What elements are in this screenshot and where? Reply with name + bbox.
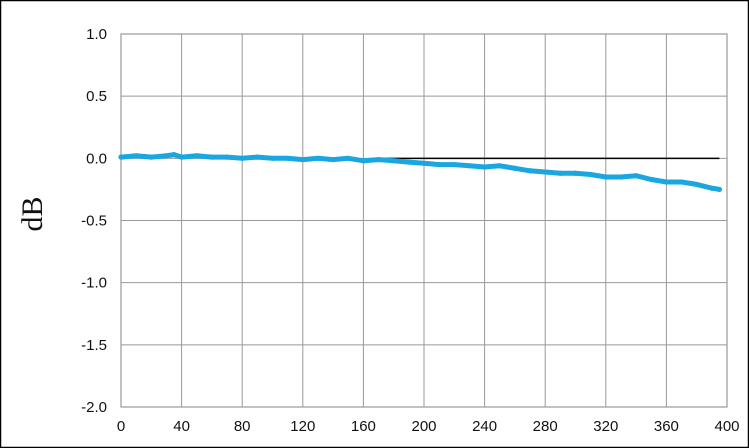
data-point [603, 174, 609, 180]
data-point [716, 186, 723, 193]
data-point [148, 154, 154, 160]
data-point [572, 170, 579, 176]
x-tick-label: 320 [593, 418, 618, 435]
data-point [345, 155, 351, 161]
data-point [285, 155, 291, 161]
data-point [360, 158, 366, 164]
data-point [663, 179, 670, 185]
data-point [466, 163, 473, 169]
y-tick-label: 1.0 [86, 26, 107, 43]
data-point [163, 153, 170, 159]
data-point [330, 156, 336, 163]
data-point [194, 153, 200, 159]
data-point [482, 164, 488, 170]
data-point [678, 179, 685, 185]
data-point [588, 171, 594, 178]
x-tick-label: 280 [533, 418, 558, 435]
y-tick-label: -1.0 [81, 275, 107, 292]
data-point [171, 152, 177, 158]
data-point [542, 169, 548, 175]
series-layer [118, 152, 723, 193]
data-point [179, 154, 185, 160]
tick-labels: 0 40 80 120 160 200 240 280 320 360 400 1.0 0.5 0.0 -0… [81, 26, 739, 435]
data-point [527, 168, 533, 174]
data-point [300, 156, 306, 163]
y-axis-label: dB [16, 196, 49, 231]
x-tick-label: 400 [714, 418, 739, 435]
y-tick-label: -0.5 [81, 213, 107, 230]
data-point [648, 176, 654, 183]
data-point [254, 154, 260, 160]
data-point [133, 153, 139, 159]
data-point [633, 173, 639, 179]
x-tick-label: 240 [472, 418, 497, 435]
data-point [618, 174, 624, 180]
data-point [315, 155, 321, 161]
data-point [709, 185, 715, 191]
x-tick-label: 80 [234, 418, 251, 435]
data-point [391, 158, 397, 164]
data-point [512, 165, 518, 171]
data-point [406, 159, 412, 165]
data-point [421, 160, 427, 166]
data-point [239, 155, 245, 161]
data-point [224, 154, 230, 160]
x-tick-label: 360 [654, 418, 679, 435]
data-point [557, 170, 563, 176]
x-tick-label: 120 [290, 418, 315, 435]
y-tick-label: 0.5 [86, 88, 107, 105]
x-tick-label: 160 [351, 418, 376, 435]
y-tick-label: 0.0 [86, 150, 107, 167]
data-point [497, 163, 503, 169]
data-point [451, 161, 457, 168]
x-tick-label: 40 [173, 418, 190, 435]
x-tick-label: 0 [117, 418, 125, 435]
y-tick-label: -2.0 [81, 399, 107, 416]
data-point [694, 181, 700, 188]
y-tick-label: -1.5 [81, 337, 107, 354]
x-tick-label: 200 [411, 418, 436, 435]
plot-frame [120, 33, 728, 408]
data-point [436, 161, 442, 168]
data-point [375, 156, 382, 163]
data-point [269, 155, 276, 161]
data-point [209, 154, 215, 160]
data-point [118, 154, 124, 160]
